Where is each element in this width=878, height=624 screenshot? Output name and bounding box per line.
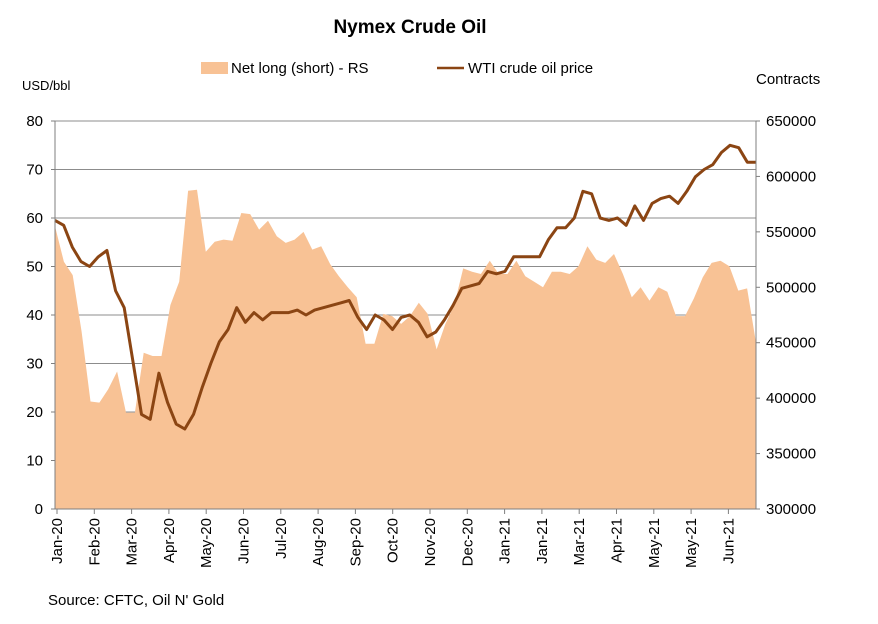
x-tick-label: May-20 [198,518,215,568]
x-tick-label: Oct-20 [385,518,402,563]
y-right-tick-label: 450000 [766,335,816,352]
y-left-tick-label: 10 [26,453,43,470]
y-right-tick-label: 600000 [766,168,816,185]
y-right-tick-label: 400000 [766,390,816,407]
x-tick-label: Mar-21 [571,518,588,566]
x-tick-label: Jun-21 [720,518,737,564]
x-tick-label: Jan-20 [49,518,66,564]
x-tick-label: Apr-21 [609,518,626,563]
x-tick-label: Nov-20 [422,518,439,566]
x-tick-label: May-21 [683,518,700,568]
legend-label-wti: WTI crude oil price [468,60,593,77]
x-tick-label: Jul-20 [273,518,290,559]
y-right-tick-label: 650000 [766,113,816,130]
x-tick-label: Dec-20 [459,518,476,566]
y-left-ticks: 0 10 20 30 40 50 60 70 80 [26,113,55,518]
x-tick-label: Sep-20 [347,518,364,566]
x-tick-label: Aug-20 [310,518,327,566]
source-note: Source: CFTC, Oil N' Gold [48,592,225,609]
y-right-tick-label: 300000 [766,501,816,518]
series-wti-line [54,143,756,431]
x-tick-label: Jan-21 [534,518,551,564]
y-right-tick-label: 500000 [766,279,816,296]
y-left-tick-label: 70 [26,162,43,179]
x-tick-label: Apr-20 [161,518,178,563]
y-left-axis-label: USD/bbl [22,78,71,93]
y-left-tick-label: 80 [26,113,43,130]
x-ticks: Jan-20 Feb-20 Mar-20 Apr-20 May-20 Jun-20 Jul-… [49,509,737,568]
y-left-tick-label: 50 [26,259,43,276]
chart-title: Nymex Crude Oil [333,17,486,38]
x-tick-label: May-21 [646,518,663,568]
y-right-tick-label: 350000 [766,446,816,463]
x-tick-label: Feb-20 [86,518,103,566]
legend: Net long (short) - RS WTI crude oil pric… [201,60,593,77]
y-left-tick-label: 30 [26,356,43,373]
line-layer [54,143,756,431]
x-tick-label: Jun-20 [236,518,253,564]
x-tick-label: Jan-21 [497,518,514,564]
legend-swatch-net-long [201,62,228,74]
y-left-tick-label: 20 [26,404,43,421]
area-layer [55,189,756,509]
y-left-tick-label: 60 [26,210,43,227]
y-right-tick-label: 550000 [766,224,816,241]
y-left-tick-label: 0 [35,501,43,518]
y-right-ticks: 300000 350000 400000 450000 500000 550000 6000… [756,113,816,518]
series-net-long-area [55,189,756,509]
legend-label-net-long: Net long (short) - RS [231,60,369,77]
y-right-axis-label: Contracts [756,71,820,88]
x-tick-label: Mar-20 [124,518,141,566]
y-left-tick-label: 40 [26,307,43,324]
